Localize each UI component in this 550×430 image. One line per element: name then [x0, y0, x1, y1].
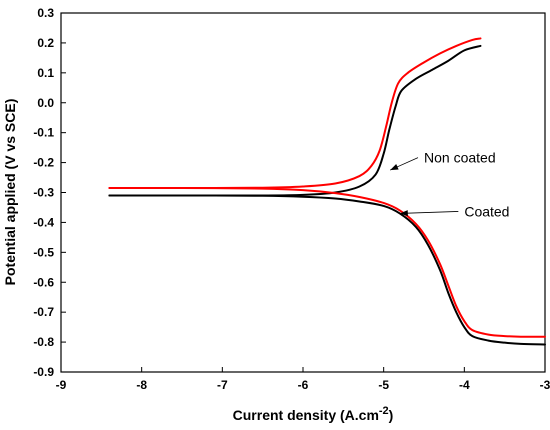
x-tick-label: -6	[298, 378, 309, 392]
ticks-group: -9 -8 -7 -6 -5 -4 -3 -0.9 -0.8 -0.7 -0.6 -0.5 -0.4 -0…	[33, 6, 550, 392]
annotation-label: Non coated	[424, 150, 496, 166]
y-axis-title: Potential applied (V vs SCE)	[2, 99, 18, 286]
x-axis-title-main: Current density (A.cm	[233, 407, 379, 423]
y-tick-label: -0.5	[33, 245, 54, 259]
y-tick-label: -0.3	[33, 186, 54, 200]
black-curve-anodic-branch	[108, 44, 482, 197]
x-tick-label: -8	[136, 378, 147, 392]
black-curve-cathodic-branch	[108, 194, 546, 346]
y-tick-label: -0.4	[33, 215, 54, 229]
y-tick-label: -0.8	[33, 335, 54, 349]
x-tick-label: -7	[217, 378, 228, 392]
y-tick-label: -0.6	[33, 275, 54, 289]
x-tick-label: -9	[56, 378, 67, 392]
y-tick-label: 0.0	[37, 96, 54, 110]
x-axis-title-exponent: -2	[379, 405, 389, 417]
x-axis-title: Current density (A.cm-2)	[233, 405, 394, 423]
annotation-arrow-head	[399, 210, 408, 217]
y-tick-label: -0.7	[33, 305, 54, 319]
annotation-arrow-head	[390, 164, 399, 171]
plot-frame	[60, 12, 546, 373]
series-group	[108, 37, 546, 346]
y-tick-label: -0.9	[33, 365, 54, 379]
annotation-arrow-line	[399, 211, 459, 214]
y-tick-label: -0.2	[33, 156, 54, 170]
y-tick-label: 0.2	[37, 36, 54, 50]
red-curve-cathodic-branch	[108, 186, 546, 338]
y-tick-label: 0.1	[37, 66, 54, 80]
x-tick-label: -4	[459, 378, 470, 392]
x-tick-label: -5	[378, 378, 389, 392]
x-axis-title-close: )	[389, 407, 394, 423]
x-tick-label: -3	[540, 378, 550, 392]
annotations-group: Non coated Coated	[389, 150, 509, 219]
red-curve-anodic-branch	[108, 37, 482, 190]
annotation-label: Coated	[464, 203, 509, 219]
y-tick-label: 0.3	[37, 6, 54, 20]
y-tick-label: -0.1	[33, 126, 54, 140]
